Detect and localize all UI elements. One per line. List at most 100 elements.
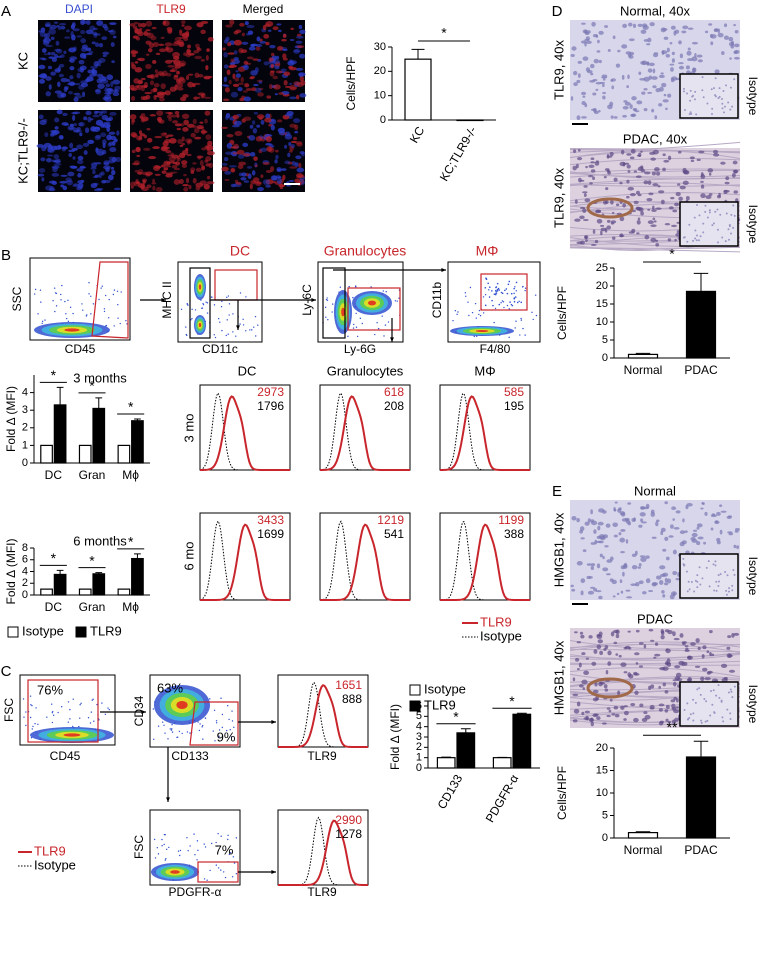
- cell: [297, 34, 302, 37]
- cell: [41, 145, 46, 151]
- nucleus: [611, 115, 614, 118]
- cell: [95, 89, 101, 95]
- cell: [296, 143, 302, 147]
- cell: [99, 43, 103, 47]
- nucleus: [588, 175, 593, 177]
- cell: [52, 165, 60, 168]
- nucleus: [662, 594, 665, 597]
- significance: *: [89, 378, 95, 394]
- nucleus: [698, 537, 704, 540]
- nucleus: [708, 560, 710, 562]
- nucleus: [633, 517, 635, 521]
- nucleus: [730, 718, 732, 720]
- cell: [173, 75, 178, 80]
- cell: [201, 129, 205, 135]
- event: [216, 864, 217, 865]
- nucleus: [588, 635, 592, 638]
- cell: [187, 44, 191, 48]
- cell: [80, 30, 85, 34]
- nucleus: [730, 87, 732, 89]
- nucleus: [628, 674, 633, 678]
- nucleus: [655, 207, 661, 210]
- nucleus: [725, 84, 727, 86]
- nucleus: [672, 679, 678, 681]
- bar: [629, 833, 658, 838]
- nucleus: [646, 578, 651, 583]
- event: [395, 300, 396, 301]
- event: [193, 833, 194, 834]
- nucleus: [669, 64, 674, 66]
- cell: [60, 175, 68, 177]
- cell: [69, 56, 77, 60]
- cell: [164, 167, 169, 170]
- nucleus: [577, 115, 581, 120]
- nucleus: [604, 25, 608, 28]
- event: [186, 335, 187, 336]
- mfi-value: 1219: [377, 513, 404, 527]
- nucleus: [672, 631, 676, 636]
- nucleus: [730, 691, 732, 693]
- cell: [188, 74, 194, 76]
- nucleus: [662, 666, 668, 671]
- nucleus: [643, 180, 648, 184]
- cell: [266, 146, 272, 152]
- cell: [274, 159, 277, 163]
- event: [228, 719, 229, 720]
- nucleus: [659, 721, 663, 725]
- event: [520, 302, 522, 304]
- nucleus: [665, 223, 670, 225]
- nucleus: [728, 37, 733, 42]
- cell: [49, 84, 52, 90]
- cell: [167, 65, 174, 68]
- event: [374, 334, 375, 335]
- cell: [224, 171, 231, 175]
- event: [504, 290, 506, 292]
- density: [64, 328, 79, 331]
- nucleus: [665, 108, 668, 110]
- cell: [165, 174, 172, 178]
- nucleus: [648, 590, 653, 592]
- event: [179, 855, 180, 856]
- cell: [48, 52, 51, 55]
- nucleus: [707, 216, 709, 218]
- cell: [71, 35, 76, 41]
- event: [502, 300, 503, 301]
- cell: [236, 182, 241, 185]
- nucleus: [577, 157, 582, 160]
- nucleus: [675, 30, 679, 34]
- label: CD45: [50, 749, 81, 763]
- nucleus: [658, 185, 661, 187]
- nucleus: [585, 166, 588, 168]
- cell: [147, 128, 151, 130]
- nucleus: [628, 170, 631, 173]
- event: [165, 858, 166, 859]
- event: [533, 319, 534, 320]
- error-bar: [694, 273, 709, 291]
- cell: [131, 186, 134, 189]
- nucleus: [708, 23, 712, 25]
- nucleus: [602, 95, 605, 99]
- cell: [70, 124, 74, 127]
- cell: [57, 110, 63, 115]
- nucleus: [593, 229, 596, 234]
- event: [69, 718, 70, 719]
- cell: [145, 29, 151, 31]
- cell: [66, 180, 72, 186]
- nucleus: [698, 151, 704, 154]
- event: [46, 716, 47, 717]
- nucleus: [613, 595, 616, 597]
- cell: [42, 48, 47, 53]
- gate-title: DC: [230, 243, 250, 259]
- nucleus: [688, 224, 690, 226]
- nucleus: [671, 26, 676, 30]
- y-tick-label: 10: [374, 90, 386, 102]
- cell: [77, 73, 81, 79]
- cell: [205, 65, 208, 70]
- nucleus: [714, 94, 716, 96]
- nucleus: [705, 677, 711, 680]
- event: [524, 290, 525, 291]
- nucleus: [599, 60, 602, 63]
- bar: [79, 445, 91, 463]
- cell: [54, 163, 62, 166]
- nucleus: [651, 76, 657, 80]
